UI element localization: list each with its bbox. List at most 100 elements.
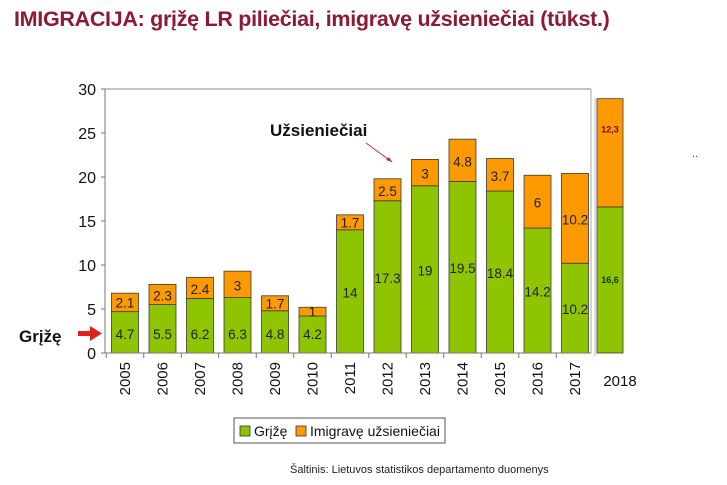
bar-returned bbox=[523, 227, 552, 354]
data-label-foreigners: 1 bbox=[309, 305, 317, 320]
bar-group-2010: 4.21 bbox=[298, 305, 327, 354]
bar-foreigners bbox=[111, 292, 139, 313]
legend-swatch-foreigners bbox=[295, 425, 307, 437]
bar-group-2012: 17.3 2.5 bbox=[373, 178, 402, 354]
data-label-returned: 14 bbox=[342, 285, 358, 300]
bar-group-2005: 4.7 2.1 bbox=[111, 292, 139, 354]
data-label-foreigners: 3.7 bbox=[491, 169, 510, 184]
bar-returned bbox=[561, 262, 589, 354]
data-label-foreigners: 1.7 bbox=[266, 296, 285, 311]
x-tick-label: 2010 bbox=[305, 362, 322, 395]
data-label-returned: 6.2 bbox=[191, 327, 210, 342]
legend: Grįžę Imigravę užsieniečiai bbox=[233, 417, 446, 444]
y-tick-label: 0 bbox=[87, 346, 96, 363]
bar-foreigners bbox=[411, 158, 439, 187]
bar-foreigners bbox=[186, 276, 214, 299]
y-tick-label: 5 bbox=[87, 302, 96, 319]
data-label-foreigners: 2.4 bbox=[191, 282, 210, 297]
annotations-layer: Užsieniečiai Grįžę bbox=[19, 121, 393, 346]
bar-group-2018: 16,6 12,3 bbox=[596, 98, 624, 354]
data-label-returned: 16,6 bbox=[601, 275, 619, 285]
y-tick-label: 10 bbox=[78, 258, 96, 275]
bar-returned bbox=[486, 190, 514, 354]
bar-group-2008: 6.33 bbox=[223, 270, 252, 354]
legend-label-foreigners: Imigravę užsieniečiai bbox=[310, 423, 440, 439]
bar-group-2015: 18.4 3.7 bbox=[486, 158, 514, 354]
returned-annotation: Grįžę bbox=[19, 327, 62, 346]
page-title: IMIGRACIJA: grįžę LR piliečiai, imigravę… bbox=[14, 7, 610, 31]
data-label-returned: 4.2 bbox=[303, 327, 322, 342]
x-tick-label: 2008 bbox=[230, 362, 247, 395]
data-label-returned: 10.2 bbox=[562, 302, 588, 317]
annotation-pointer-arrowhead bbox=[386, 157, 392, 162]
legend-box bbox=[233, 417, 446, 444]
stray-mark: .. bbox=[692, 148, 699, 160]
bar-group-2013: 19 3 bbox=[411, 158, 439, 354]
bar-group-2016: 14.26 bbox=[523, 174, 552, 354]
bar-group-2007: 6.2 2.4 bbox=[186, 276, 214, 354]
x-tick-label: 2007 bbox=[192, 362, 209, 395]
source-note: Šaltinis: Lietuvos statistikos departame… bbox=[290, 464, 549, 476]
y-tick-label: 25 bbox=[78, 126, 96, 143]
y-tick-label: 15 bbox=[78, 214, 96, 231]
data-label-foreigners: 3 bbox=[234, 278, 242, 293]
bar-returned bbox=[373, 200, 402, 354]
bars-layer: 4.72.15.52.36.22.46.334.81.74.21141.717.… bbox=[111, 98, 624, 354]
data-label-foreigners: 2.1 bbox=[116, 295, 135, 310]
data-label-foreigners: 6 bbox=[534, 196, 542, 211]
x-tick-label: 2014 bbox=[455, 362, 472, 395]
bar-group-2006: 5.5 2.3 bbox=[148, 283, 177, 354]
data-label-foreigners: 1.7 bbox=[341, 215, 360, 230]
data-label-returned: 6.3 bbox=[228, 327, 247, 342]
bar-foreigners bbox=[298, 306, 327, 317]
bar-group-2011: 141.7 bbox=[336, 214, 364, 354]
bar-returned bbox=[111, 311, 139, 354]
bar-foreigners bbox=[148, 283, 177, 305]
x-tick-label: 2016 bbox=[530, 362, 547, 395]
y-tick-label: 20 bbox=[78, 170, 96, 187]
data-label-foreigners: 4.8 bbox=[453, 154, 472, 169]
bar-foreigners bbox=[223, 270, 252, 298]
x-tick-label: 2012 bbox=[380, 362, 397, 395]
data-label-returned: 4.7 bbox=[116, 327, 135, 342]
x-tick-label: 2011 bbox=[342, 362, 359, 394]
data-label-foreigners: 10.2 bbox=[562, 212, 588, 227]
data-label-returned: 19.5 bbox=[449, 261, 475, 276]
bar-group-2017: 10.2 10.2 bbox=[561, 173, 589, 354]
x-tick-label: 2018 bbox=[603, 373, 636, 390]
x-tick-label: 2017 bbox=[567, 362, 584, 395]
bar-foreigners bbox=[261, 295, 289, 312]
legend-label-returned: Grįžę bbox=[254, 423, 288, 439]
foreigners-annotation: Užsieniečiai bbox=[270, 121, 367, 140]
bar-group-2009: 4.8 1.7 bbox=[261, 295, 289, 354]
bar-foreigners bbox=[448, 138, 477, 182]
bar-group-2014: 19.5 4.8 bbox=[448, 138, 477, 354]
x-tick-label: 2009 bbox=[267, 362, 284, 395]
x-tick-label: 2013 bbox=[417, 362, 434, 395]
data-label-foreigners: 2.3 bbox=[153, 288, 172, 303]
bar-returned bbox=[596, 206, 624, 354]
bar-returned bbox=[223, 297, 252, 354]
data-label-returned: 19 bbox=[417, 263, 432, 278]
bar-foreigners bbox=[336, 214, 364, 231]
bar-foreigners bbox=[523, 174, 552, 229]
red-arrow-icon bbox=[78, 326, 102, 341]
data-label-returned: 17.3 bbox=[374, 271, 400, 286]
data-label-returned: 5.5 bbox=[153, 327, 172, 342]
data-label-returned: 18.4 bbox=[487, 266, 514, 281]
bar-returned bbox=[411, 185, 439, 354]
bar-foreigners bbox=[373, 178, 402, 202]
data-label-foreigners: 3 bbox=[421, 167, 429, 182]
legend-swatch-returned bbox=[239, 425, 251, 437]
y-tick-label: 30 bbox=[78, 82, 96, 99]
x-tick-label: 2005 bbox=[117, 362, 134, 395]
data-label-foreigners: 2.5 bbox=[378, 184, 397, 199]
data-label-returned: 4.8 bbox=[266, 327, 285, 342]
data-label-foreigners: 12,3 bbox=[601, 125, 619, 135]
bar-foreigners bbox=[561, 173, 589, 264]
bar-foreigners bbox=[596, 98, 624, 208]
data-label-returned: 14.2 bbox=[524, 285, 550, 300]
bar-returned bbox=[186, 298, 214, 354]
x-tick-label: 2006 bbox=[155, 362, 172, 395]
